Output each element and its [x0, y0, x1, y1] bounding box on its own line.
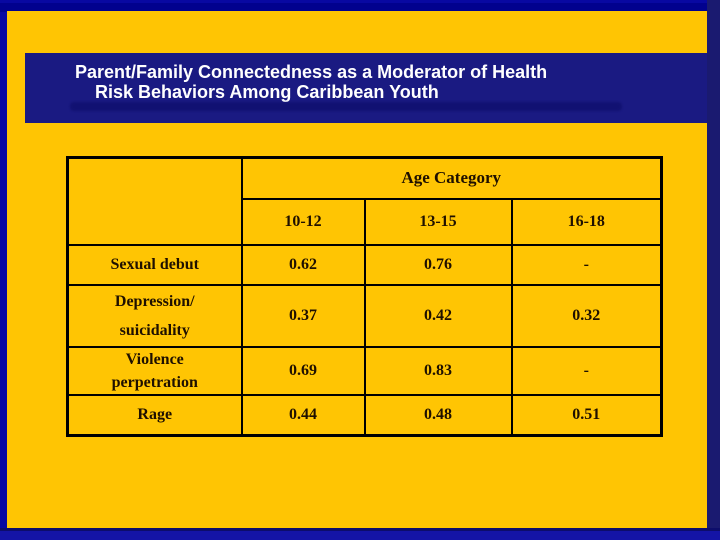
table-row: Rage 0.44 0.48 0.51	[66, 393, 663, 437]
frame-right-border	[707, 0, 720, 540]
slide-title-line1: Parent/Family Connectedness as a Moderat…	[75, 62, 548, 82]
frame-bottom-shadow	[0, 528, 720, 531]
title-ghost-artifact	[70, 102, 622, 111]
row-label-rage: Rage	[66, 393, 243, 437]
cell-value: 0.37	[240, 283, 366, 348]
cell-value: 0.44	[240, 393, 366, 437]
slide-title-line2: Risk Behaviors Among Caribbean Youth	[95, 82, 439, 102]
table-row: Violence perpetration 0.69 0.83 -	[66, 345, 663, 396]
col-header-16-18: 16-18	[510, 197, 663, 246]
cell-value: 0.76	[363, 243, 513, 286]
slide-background: Parent/Family Connectedness as a Moderat…	[7, 11, 707, 528]
title-banner: Parent/Family Connectedness as a Moderat…	[25, 53, 707, 123]
cell-value: 0.62	[240, 243, 366, 286]
cell-value: 0.69	[240, 345, 366, 396]
col-header-10-12: 10-12	[240, 197, 366, 246]
cell-value: 0.32	[510, 283, 663, 348]
frame-top-border	[0, 3, 720, 12]
row-label-depression-suicidality: Depression/ suicidality	[66, 283, 243, 348]
cell-value: -	[510, 345, 663, 396]
col-header-13-15: 13-15	[363, 197, 513, 246]
results-table-container: Age Category 10-12 13-15 16-18 Sexual de…	[66, 156, 664, 437]
row-label-sexual-debut: Sexual debut	[66, 243, 243, 286]
row-label-violence-perpetration: Violence perpetration	[66, 345, 243, 396]
table-row: Depression/ suicidality 0.37 0.42 0.32	[66, 283, 663, 348]
age-category-header: Age Category	[240, 156, 663, 200]
cell-value: 0.83	[363, 345, 513, 396]
frame-bottom-border	[0, 531, 720, 540]
table-row: Age Category	[66, 156, 663, 246]
table-row: 10-12 13-15 16-18	[68, 197, 663, 246]
table-row: Sexual debut 0.62 0.76 -	[66, 243, 663, 286]
cell-value: 0.48	[363, 393, 513, 437]
cell-value: -	[510, 243, 663, 286]
table-corner-cell	[66, 156, 243, 246]
results-table: Age Category 10-12 13-15 16-18 Sexual de…	[66, 156, 664, 437]
cell-value: 0.51	[510, 393, 663, 437]
cell-value: 0.42	[363, 283, 513, 348]
